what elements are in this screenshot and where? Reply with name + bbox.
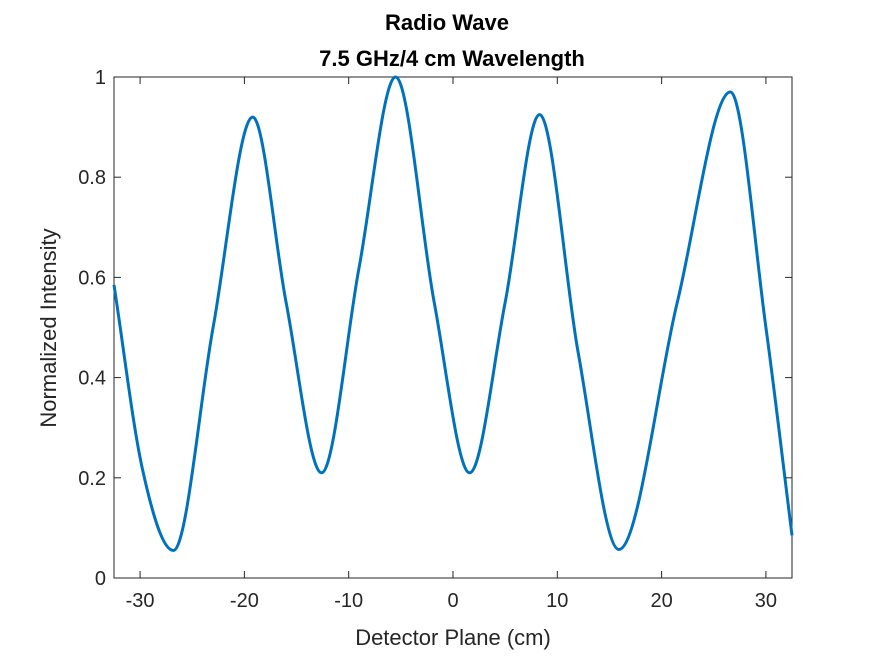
y-tick-label: 0.4 <box>78 368 106 390</box>
x-tick-label: 0 <box>447 590 458 612</box>
plot-box <box>113 76 793 579</box>
x-tick-label: -30 <box>126 590 155 612</box>
x-tick-label: 20 <box>650 590 672 612</box>
y-tick-label: 0.2 <box>78 468 106 490</box>
y-tick-label: 0.6 <box>78 267 106 289</box>
x-tick-label: 30 <box>755 590 777 612</box>
x-axis-label: Detector Plane (cm) <box>355 625 551 650</box>
y-tick-label: 0 <box>95 568 106 590</box>
x-tick-label: 10 <box>546 590 568 612</box>
chart-title-line-1: Radio Wave <box>385 10 509 35</box>
plot-area <box>112 75 794 579</box>
axis-ticks: -30 -20 -10 0 10 20 30 0 0.2 0.4 0.6 0.8 1 <box>78 67 792 612</box>
x-tick-label: -10 <box>334 590 363 612</box>
y-tick-label: 0.8 <box>78 167 106 189</box>
chart-title-line-2: 7.5 GHz/4 cm Wavelength <box>319 46 585 71</box>
x-tick-label: -20 <box>230 590 259 612</box>
series-line-0 <box>112 75 794 552</box>
y-axis-label: Normalized Intensity <box>36 228 61 427</box>
y-tick-label: 1 <box>95 67 106 89</box>
